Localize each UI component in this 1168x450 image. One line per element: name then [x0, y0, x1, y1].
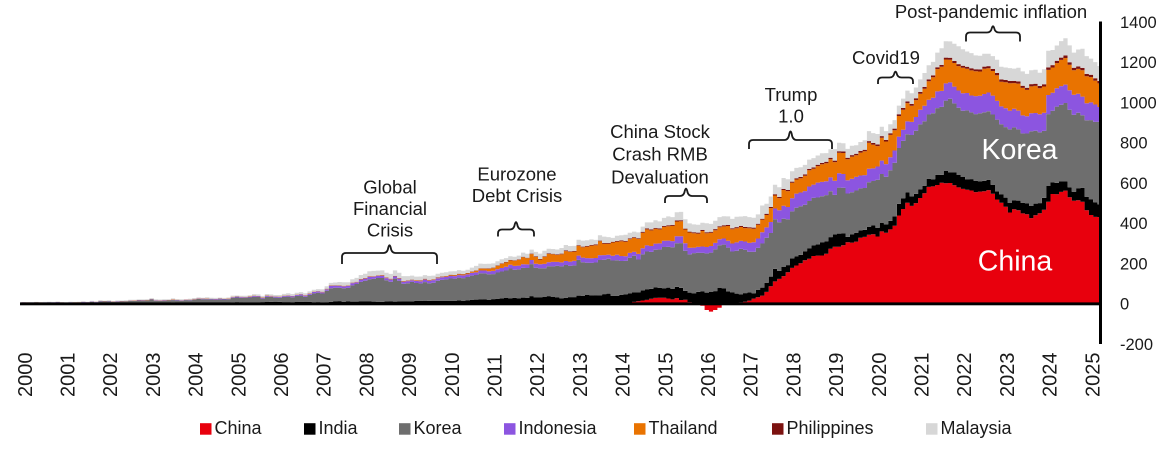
svg-text:China: China	[215, 418, 263, 438]
svg-text:2011: 2011	[485, 354, 507, 397]
svg-text:1.0: 1.0	[778, 106, 804, 127]
svg-text:Post-pandemic inflation: Post-pandemic inflation	[895, 1, 1087, 22]
svg-text:Trump: Trump	[765, 84, 818, 105]
svg-text:1400: 1400	[1120, 14, 1157, 32]
svg-text:Korea: Korea	[414, 418, 463, 438]
svg-text:2008: 2008	[356, 353, 378, 398]
svg-text:2002: 2002	[100, 353, 122, 398]
svg-text:200: 200	[1120, 255, 1148, 273]
svg-text:2006: 2006	[271, 353, 293, 398]
svg-text:China: China	[978, 246, 1053, 278]
svg-text:1200: 1200	[1120, 54, 1157, 72]
svg-text:2009: 2009	[399, 353, 421, 398]
svg-text:2025: 2025	[1082, 353, 1104, 398]
svg-text:600: 600	[1120, 175, 1148, 193]
svg-text:2000: 2000	[15, 353, 37, 398]
svg-text:Eurozone: Eurozone	[477, 164, 556, 185]
svg-text:-200: -200	[1120, 336, 1153, 354]
svg-text:2018: 2018	[783, 353, 805, 398]
svg-text:2005: 2005	[228, 353, 250, 398]
svg-text:China Stock: China Stock	[610, 121, 710, 142]
svg-text:Korea: Korea	[981, 134, 1057, 166]
svg-text:Indonesia: Indonesia	[519, 418, 598, 438]
svg-text:400: 400	[1120, 215, 1148, 233]
svg-text:Crisis: Crisis	[367, 220, 413, 241]
svg-text:Malaysia: Malaysia	[941, 418, 1013, 438]
svg-text:800: 800	[1120, 135, 1148, 153]
svg-text:2020: 2020	[869, 353, 891, 398]
svg-text:Crash RMB: Crash RMB	[612, 144, 708, 165]
svg-text:2022: 2022	[954, 353, 976, 398]
svg-text:2001: 2001	[58, 353, 80, 398]
svg-text:2023: 2023	[997, 353, 1019, 397]
svg-text:India: India	[319, 418, 359, 438]
svg-text:Covid19: Covid19	[852, 47, 920, 68]
svg-text:2004: 2004	[186, 353, 208, 398]
svg-text:Global: Global	[363, 177, 416, 198]
svg-text:2014: 2014	[613, 353, 635, 398]
svg-text:2010: 2010	[442, 353, 464, 398]
svg-text:2015: 2015	[655, 353, 677, 398]
svg-text:Philippines: Philippines	[787, 418, 874, 438]
svg-text:Debt Crisis: Debt Crisis	[472, 185, 562, 206]
svg-text:2016: 2016	[698, 353, 720, 398]
svg-text:Devaluation: Devaluation	[611, 167, 709, 188]
svg-text:2007: 2007	[314, 353, 336, 398]
svg-text:0: 0	[1120, 296, 1129, 314]
svg-text:1000: 1000	[1120, 94, 1157, 112]
svg-text:2003: 2003	[143, 353, 165, 398]
svg-text:Financial: Financial	[353, 198, 427, 219]
svg-text:2012: 2012	[527, 353, 549, 398]
svg-text:2019: 2019	[826, 353, 848, 398]
svg-text:2017: 2017	[741, 353, 763, 398]
svg-text:Thailand: Thailand	[649, 418, 718, 438]
svg-text:2024: 2024	[1040, 353, 1062, 398]
svg-text:2013: 2013	[570, 353, 592, 398]
svg-text:2021: 2021	[912, 353, 934, 398]
